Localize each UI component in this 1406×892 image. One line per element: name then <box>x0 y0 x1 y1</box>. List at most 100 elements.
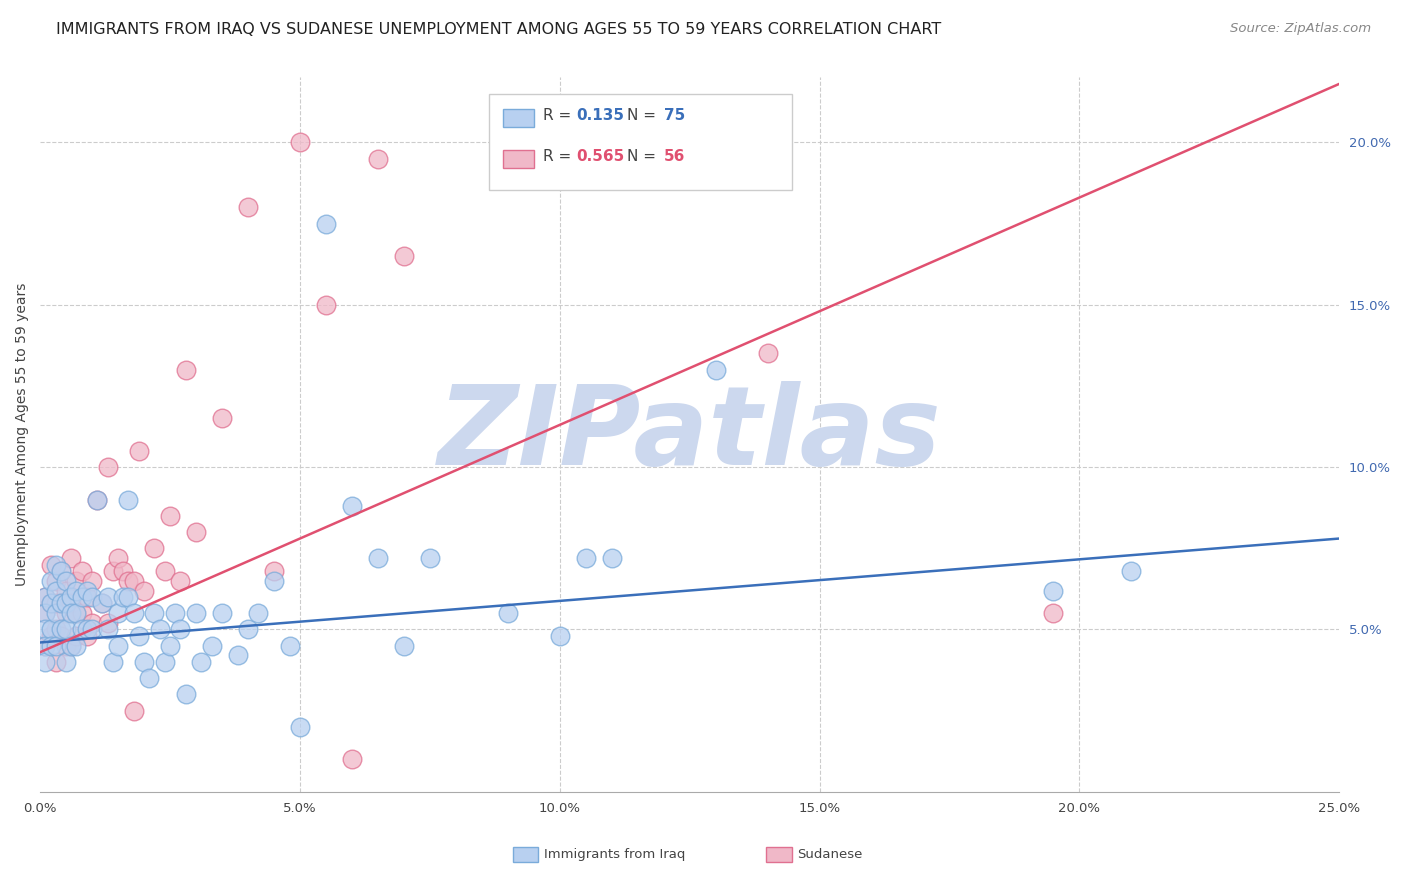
Point <box>367 551 389 566</box>
Point <box>60 639 83 653</box>
Point <box>575 551 598 566</box>
Point <box>65 574 87 588</box>
Point <box>263 574 285 588</box>
Point <box>112 590 135 604</box>
Point <box>756 346 779 360</box>
Point <box>76 583 98 598</box>
Point <box>49 564 72 578</box>
Point <box>112 564 135 578</box>
Point <box>107 551 129 566</box>
Point <box>55 655 77 669</box>
Point <box>86 492 108 507</box>
Point <box>49 564 72 578</box>
Point <box>34 623 56 637</box>
Point <box>132 655 155 669</box>
Point <box>496 606 519 620</box>
Point <box>45 655 67 669</box>
Point <box>45 574 67 588</box>
Point <box>45 597 67 611</box>
Point <box>70 590 93 604</box>
Point <box>65 606 87 620</box>
Text: Source: ZipAtlas.com: Source: ZipAtlas.com <box>1230 22 1371 36</box>
Point <box>226 648 249 663</box>
Point <box>55 623 77 637</box>
Point <box>80 590 103 604</box>
Point <box>60 551 83 566</box>
Point <box>138 671 160 685</box>
Point <box>600 551 623 566</box>
Point <box>101 655 124 669</box>
Point <box>39 558 62 572</box>
Point <box>55 597 77 611</box>
Point <box>65 629 87 643</box>
Point <box>107 606 129 620</box>
Point <box>165 606 187 620</box>
Text: 56: 56 <box>664 149 685 163</box>
Point <box>101 564 124 578</box>
Point <box>1042 583 1064 598</box>
Point <box>117 590 139 604</box>
Point <box>392 249 415 263</box>
Point <box>184 524 207 539</box>
Point <box>340 752 363 766</box>
Text: IMMIGRANTS FROM IRAQ VS SUDANESE UNEMPLOYMENT AMONG AGES 55 TO 59 YEARS CORRELAT: IMMIGRANTS FROM IRAQ VS SUDANESE UNEMPLO… <box>56 22 942 37</box>
Point <box>60 639 83 653</box>
Point <box>45 639 67 653</box>
Point <box>34 606 56 620</box>
Point <box>122 606 145 620</box>
Text: R =: R = <box>543 108 576 122</box>
Point <box>1042 606 1064 620</box>
Point <box>169 574 191 588</box>
Point <box>39 639 62 653</box>
Point <box>65 606 87 620</box>
Point <box>211 606 233 620</box>
Point <box>367 152 389 166</box>
Point <box>122 704 145 718</box>
Point <box>190 655 212 669</box>
Point <box>419 551 441 566</box>
Point <box>80 574 103 588</box>
Point <box>39 629 62 643</box>
Text: ZIPatlas: ZIPatlas <box>437 381 942 488</box>
Text: Sudanese: Sudanese <box>797 848 862 861</box>
Point <box>60 597 83 611</box>
Point <box>45 606 67 620</box>
Point <box>76 590 98 604</box>
Point <box>122 574 145 588</box>
Point <box>159 639 181 653</box>
Point <box>278 639 301 653</box>
Point <box>153 655 176 669</box>
Point <box>55 583 77 598</box>
Point <box>49 623 72 637</box>
Point <box>76 629 98 643</box>
Point <box>55 606 77 620</box>
Point <box>39 574 62 588</box>
Point <box>60 590 83 604</box>
Point <box>184 606 207 620</box>
Point <box>80 623 103 637</box>
Point <box>45 583 67 598</box>
Point <box>34 590 56 604</box>
Point <box>34 590 56 604</box>
Text: N =: N = <box>627 149 661 163</box>
Point <box>288 136 311 150</box>
Point <box>128 629 150 643</box>
Point <box>174 362 197 376</box>
Point <box>34 606 56 620</box>
Point <box>97 615 120 630</box>
Point <box>548 629 571 643</box>
Text: 0.565: 0.565 <box>576 149 624 163</box>
Point <box>65 639 87 653</box>
Point <box>247 606 270 620</box>
Point <box>91 597 114 611</box>
Point <box>97 590 120 604</box>
Point <box>49 597 72 611</box>
Point <box>153 564 176 578</box>
Point <box>97 460 120 475</box>
Point <box>159 508 181 523</box>
Point <box>143 541 166 556</box>
Point <box>1121 564 1143 578</box>
Point <box>80 615 103 630</box>
Point <box>91 597 114 611</box>
Text: R =: R = <box>543 149 576 163</box>
